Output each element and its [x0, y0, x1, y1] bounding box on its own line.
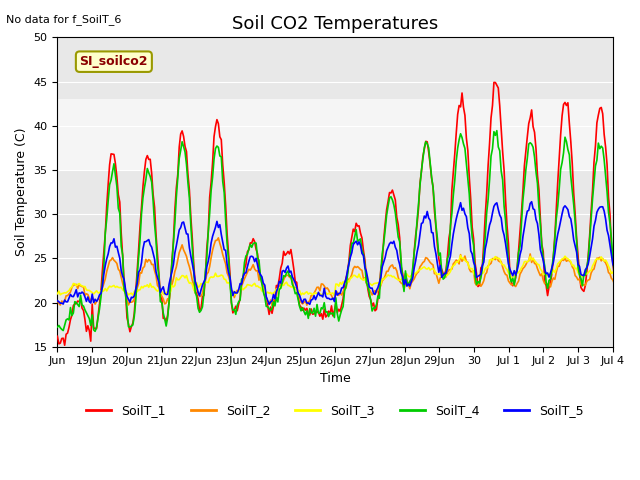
Text: SI_soilco2: SI_soilco2 — [79, 55, 148, 68]
Legend: SoilT_1, SoilT_2, SoilT_3, SoilT_4, SoilT_5: SoilT_1, SoilT_2, SoilT_3, SoilT_4, Soil… — [81, 399, 589, 422]
X-axis label: Time: Time — [320, 372, 351, 385]
Y-axis label: Soil Temperature (C): Soil Temperature (C) — [15, 128, 28, 256]
Title: Soil CO2 Temperatures: Soil CO2 Temperatures — [232, 15, 438, 33]
Bar — [58, 99, 613, 170]
Text: No data for f_SoilT_6: No data for f_SoilT_6 — [6, 14, 122, 25]
